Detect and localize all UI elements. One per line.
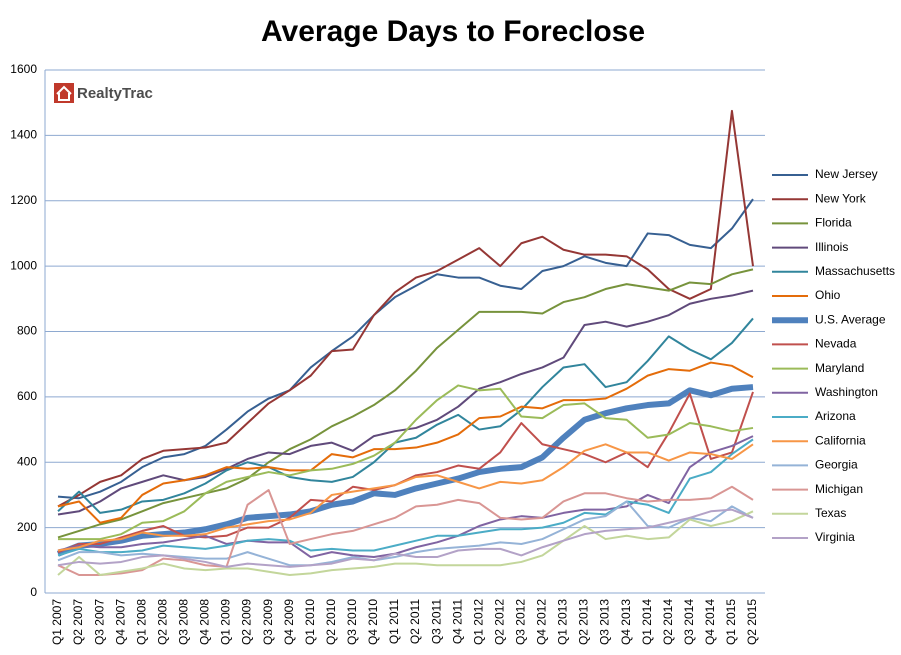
series-line (57, 443, 754, 552)
legend-label: Massachusetts (815, 264, 895, 278)
x-tick-label: Q3 2007 (92, 599, 106, 645)
x-tick-label: Q4 2007 (113, 599, 127, 645)
legend-label: Virginia (815, 530, 855, 544)
y-tick-label: 200 (17, 520, 37, 534)
x-tick-label: Q1 2007 (50, 599, 64, 645)
x-tick-label: Q2 2012 (492, 599, 506, 645)
legend-label: California (815, 433, 866, 447)
series-line (57, 317, 754, 514)
x-tick-label: Q2 2007 (71, 599, 85, 645)
x-tick-label: Q1 2014 (640, 599, 654, 645)
x-tick-label: Q4 2014 (703, 599, 717, 645)
legend-label: New York (815, 191, 867, 205)
x-tick-label: Q1 2013 (556, 599, 570, 645)
series-line (57, 289, 754, 516)
x-tick-label: Q1 2009 (219, 599, 233, 645)
legend-label: Michigan (815, 482, 863, 496)
series-line (56, 384, 754, 557)
x-tick-label: Q3 2008 (177, 599, 191, 645)
x-tick-label: Q4 2011 (450, 599, 464, 644)
y-tick-label: 600 (17, 389, 37, 403)
legend-label: New Jersey (815, 167, 878, 181)
series-line (57, 438, 754, 557)
logo-text: RealtyTrac (77, 85, 153, 102)
x-tick-label: Q2 2008 (155, 599, 169, 645)
x-tick-label: Q4 2012 (535, 599, 549, 645)
y-tick-label: 1200 (10, 193, 37, 207)
legend-label: Arizona (815, 409, 856, 423)
x-tick-label: Q3 2010 (345, 599, 359, 645)
x-tick-label: Q4 2008 (198, 599, 212, 645)
x-tick-label: Q2 2009 (240, 599, 254, 645)
chart-title: Average Days to Foreclose (261, 15, 645, 48)
y-tick-label: 1000 (10, 258, 37, 272)
x-tick-label: Q2 2014 (661, 599, 675, 645)
series-line (57, 361, 754, 524)
series-line (58, 384, 754, 541)
series-line (57, 109, 754, 508)
legend-label: Maryland (815, 361, 864, 375)
x-tick-label: Q1 2012 (471, 599, 485, 645)
y-tick-label: 800 (17, 324, 37, 338)
logo: RealtyTrac (54, 83, 153, 103)
y-tick-label: 1600 (10, 62, 37, 76)
x-tick-label: Q1 2010 (303, 599, 317, 645)
x-tick-label: Q3 2009 (261, 599, 275, 645)
legend-label: Florida (815, 216, 852, 230)
x-tick-label: Q4 2009 (282, 599, 296, 645)
x-tick-label: Q4 2010 (366, 599, 380, 645)
x-tick-label: Q2 2011 (408, 599, 422, 644)
series-line (57, 485, 754, 577)
legend-label: Nevada (815, 337, 857, 351)
legend-label: Georgia (815, 458, 858, 472)
legend-label: Illinois (815, 240, 848, 254)
x-tick-label: Q1 2015 (724, 599, 738, 645)
x-tick-label: Q1 2008 (134, 599, 148, 645)
x-tick-label: Q2 2013 (577, 599, 591, 645)
logo-house (56, 85, 72, 101)
y-tick-label: 400 (17, 454, 37, 468)
series-line (57, 268, 754, 539)
x-tick-label: Q2 2010 (324, 599, 338, 645)
series-line (57, 198, 754, 500)
legend-label: U.S. Average (815, 312, 886, 326)
x-tick-label: Q3 2014 (682, 599, 696, 645)
x-tick-label: Q3 2012 (514, 599, 528, 645)
legend-label: Texas (815, 506, 846, 520)
x-tick-label: Q2 2015 (745, 599, 759, 645)
x-tick-label: Q4 2013 (619, 599, 633, 645)
x-tick-label: Q3 2011 (429, 599, 443, 644)
x-tick-label: Q3 2013 (598, 599, 612, 645)
legend-label: Washington (815, 385, 878, 399)
series-line (57, 508, 754, 568)
x-tick-label: Q1 2011 (387, 599, 401, 644)
y-tick-label: 1400 (10, 128, 37, 142)
series-line (57, 510, 754, 577)
legend-label: Ohio (815, 288, 841, 302)
y-tick-label: 0 (30, 585, 37, 599)
